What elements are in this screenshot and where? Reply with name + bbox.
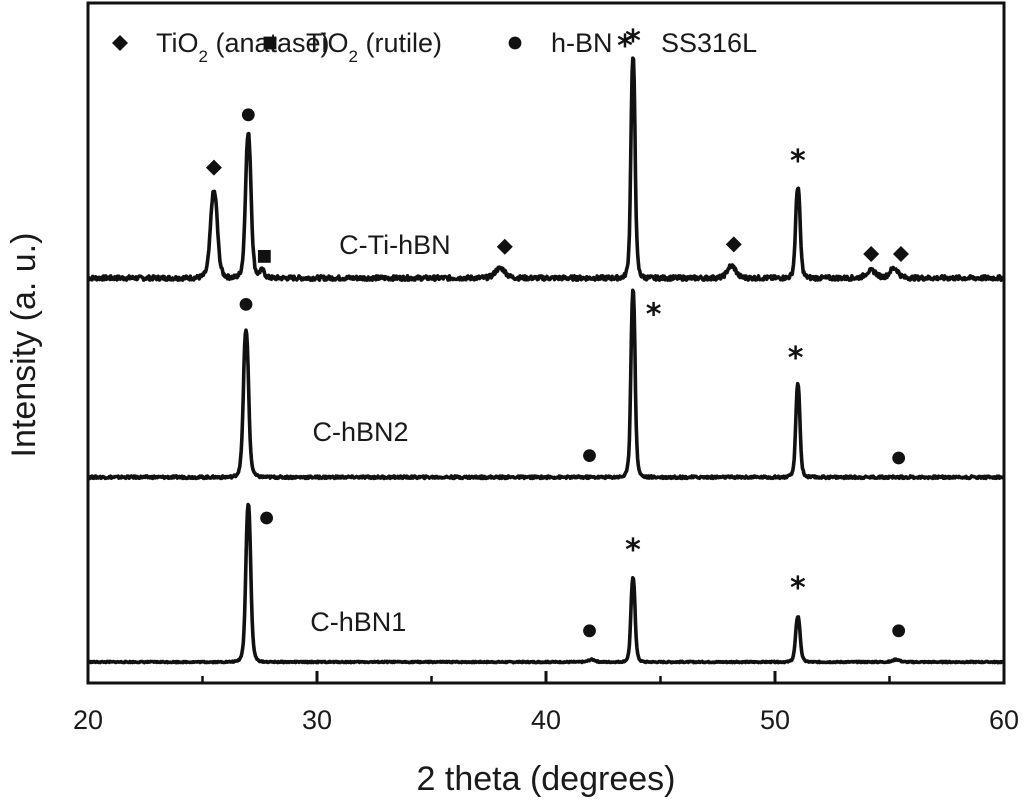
circle-marker [260, 511, 274, 525]
x-tick-label: 40 [531, 705, 561, 735]
sample-label: C-hBN2 [312, 417, 408, 447]
circle-marker [583, 449, 596, 462]
star-marker: * [646, 298, 662, 333]
diamond-marker [112, 35, 128, 51]
square-marker [263, 36, 277, 50]
star-marker: * [790, 571, 806, 606]
peak-markers-layer: ****** [205, 24, 909, 638]
plot-frame [86, 1, 1006, 685]
x-tick-label: 60 [989, 705, 1019, 735]
series-layer [86, 56, 1006, 665]
sample-label: C-Ti-hBN [339, 230, 451, 260]
x-tick-label: 30 [302, 705, 332, 735]
legend-item: TiO2 (rutile) [263, 28, 442, 66]
star-marker: * [790, 144, 806, 179]
star-marker: * [625, 533, 641, 568]
y-axis-title: Intensity (a. u.) [5, 233, 43, 458]
circle-marker [508, 36, 522, 50]
star-marker: * [625, 24, 641, 59]
xrd-pattern-line [86, 288, 1006, 481]
diamond-marker [863, 246, 880, 262]
legend-label: SS316L [661, 28, 757, 58]
sample-label: C-hBN1 [310, 607, 406, 637]
circle-marker [239, 298, 253, 311]
legend-item: * SS316L [617, 28, 757, 64]
xrd-pattern-line [86, 56, 1006, 282]
circle-marker [892, 451, 906, 465]
diamond-marker [892, 246, 909, 262]
legend: TiO2 (anatase)TiO2 (rutile) h-BN* SS316L [112, 28, 757, 66]
diamond-marker [205, 159, 222, 176]
circle-marker [583, 624, 596, 638]
sample-labels-layer: C-Ti-hBN C-hBN2 C-hBN1 [310, 230, 450, 637]
x-axis-title: 2 theta (degrees) [417, 760, 676, 798]
diamond-marker [496, 238, 513, 255]
xrd-pattern-line [86, 502, 1005, 665]
x-axis-ticks: 20 30 40 50 60 [73, 671, 1019, 735]
star-marker: * [788, 341, 804, 376]
x-tick-label: 20 [73, 705, 103, 735]
star-marker: * [617, 29, 633, 64]
legend-label: TiO2 (anatase) [156, 28, 330, 66]
legend-label: h-BN [551, 28, 613, 58]
square-marker [257, 250, 271, 263]
legend-label: TiO2 (rutile) [306, 28, 442, 66]
legend-item: h-BN [508, 28, 613, 58]
diamond-marker [725, 236, 742, 253]
legend-item: TiO2 (anatase) [112, 28, 330, 66]
x-tick-label: 50 [760, 705, 790, 735]
circle-marker [892, 624, 906, 638]
circle-marker [241, 108, 255, 122]
